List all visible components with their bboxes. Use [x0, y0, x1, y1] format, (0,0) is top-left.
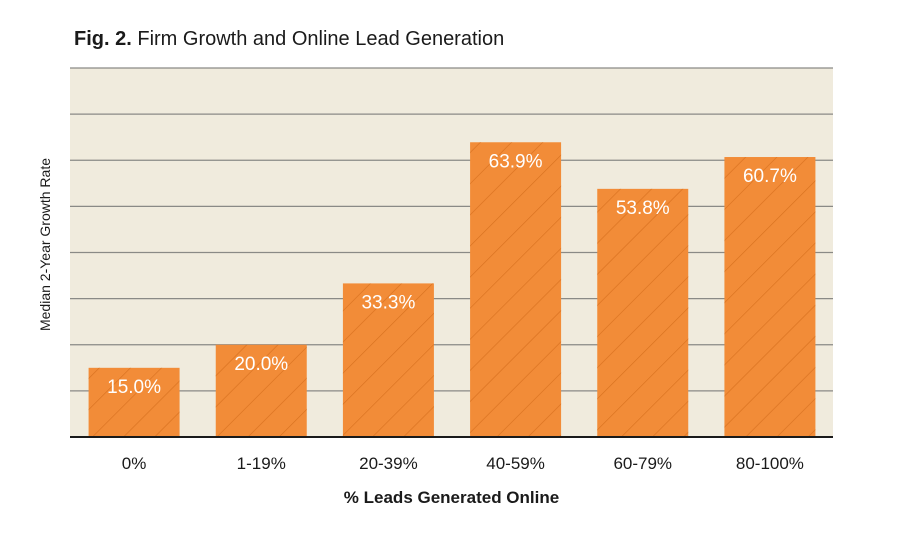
- x-tick-label: 60-79%: [613, 454, 672, 473]
- data-label: 53.8%: [616, 198, 670, 219]
- bar-hatch: [215, 344, 307, 437]
- figure-title-text: Firm Growth and Online Lead Generation: [137, 28, 505, 50]
- data-label: 33.3%: [361, 292, 415, 313]
- gridlines: [70, 67, 833, 392]
- bar-hatch: [88, 367, 180, 437]
- bar-group: 33.3%: [342, 283, 434, 437]
- x-tick-label: 40-59%: [486, 454, 545, 473]
- bar-hatch: [724, 157, 816, 438]
- data-label: 15.0%: [107, 377, 161, 398]
- bar-hatch: [470, 142, 562, 438]
- bar-group: 15.0%: [88, 367, 180, 437]
- bar-group: 60.7%: [724, 157, 816, 438]
- y-axis-title: Median 2-Year Growth Rate: [37, 158, 53, 331]
- bar-group: 20.0%: [215, 344, 307, 437]
- figure-title: Fig. 2. Firm Growth and Online Lead Gene…: [74, 28, 504, 51]
- x-tick-label: 20-39%: [359, 454, 418, 473]
- x-tick-label: 80-100%: [736, 454, 804, 473]
- x-tick-label: 1-19%: [237, 454, 286, 473]
- figure-label: Fig. 2.: [74, 28, 132, 50]
- data-label: 20.0%: [234, 354, 288, 375]
- x-axis-title: % Leads Generated Online: [344, 488, 559, 507]
- bar-group: 53.8%: [597, 188, 689, 437]
- x-tick-label: 0%: [122, 454, 147, 473]
- data-label: 63.9%: [489, 151, 543, 172]
- data-label: 60.7%: [743, 166, 797, 187]
- x-tick-labels: 0% 1-19% 20-39% 40-59% 60-79% 80-100%: [122, 454, 804, 473]
- bars: 15.0% 20.0% 33.3% 63.9% 53.8% 60.7%: [88, 142, 816, 438]
- bar-hatch: [342, 283, 434, 437]
- bar-hatch: [597, 188, 689, 437]
- bar-group: 63.9%: [470, 142, 562, 438]
